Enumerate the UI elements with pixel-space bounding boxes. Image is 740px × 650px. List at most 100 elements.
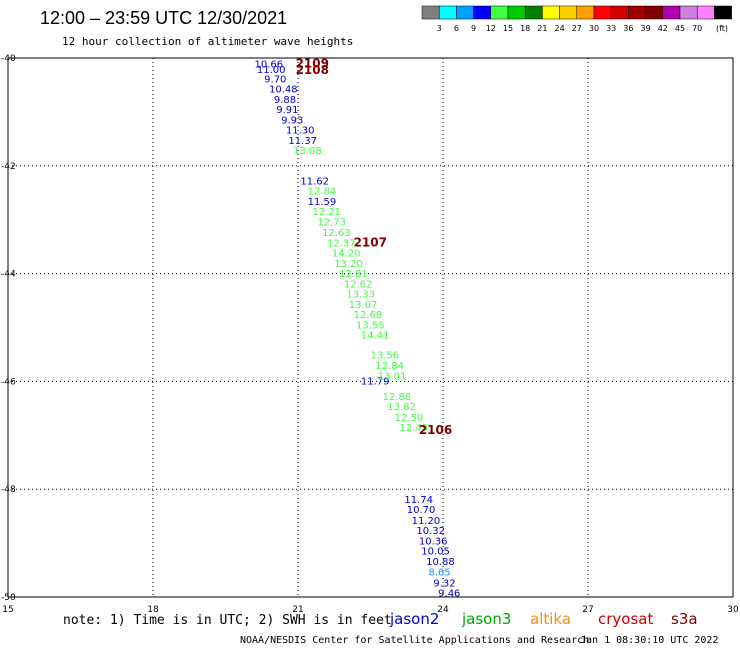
wave-height-label: 13.56 [371, 350, 400, 361]
credit-text: NOAA/NESDIS Center for Satellite Applica… [240, 635, 589, 646]
wave-height-label: 10.66 [255, 59, 284, 70]
wave-height-label: 12.49 [400, 423, 429, 434]
color-scale-label: 3 [437, 24, 442, 33]
wave-height-label: 9.32 [433, 578, 455, 589]
color-scale-swatch [576, 5, 595, 20]
plot-area [7, 57, 734, 598]
wave-height-label: 9.91 [276, 105, 298, 116]
color-scale-swatch [696, 5, 715, 20]
y-tick-label: -44 [1, 270, 16, 280]
wave-height-label: 8.65 [429, 568, 451, 579]
pass-id-label: 2106 [419, 423, 452, 437]
color-scale-swatch [456, 5, 474, 20]
wave-height-label: 11.79 [361, 376, 390, 387]
wave-height-label: 11.62 [300, 176, 329, 187]
chart-subtitle: 12 hour collection of altimeter wave hei… [62, 35, 353, 48]
x-tick-label: 24 [437, 605, 449, 615]
y-tick-label: -42 [1, 162, 16, 172]
color-scale-swatch [714, 5, 732, 20]
wave-height-label: 10.32 [416, 526, 445, 537]
color-scale-label: 6 [454, 24, 459, 33]
y-axis-ticks: -40 -42 -44 -46 -48 -50 [1, 54, 16, 603]
y-tick-label: -50 [1, 593, 16, 603]
wave-height-label: 11.30 [286, 126, 315, 137]
x-tick-label: 27 [582, 605, 593, 615]
color-scale-swatch [524, 5, 543, 20]
color-scale-unit: (ft) [716, 24, 728, 33]
wave-height-label: 11.37 [288, 136, 317, 147]
color-scale-swatch [645, 5, 664, 20]
wave-height-label: 13.33 [346, 290, 375, 301]
legend-jason3: jason3 [461, 610, 511, 628]
color-scale-swatch [438, 5, 457, 20]
wave-height-label: 12.81 [339, 269, 368, 280]
wave-height-label: 12.84 [308, 187, 337, 198]
color-scale-label: 15 [503, 24, 513, 33]
wave-height-label: 13.55 [356, 320, 385, 331]
color-scale-label: 70 [692, 24, 702, 33]
data-points: 10.6611.009.7010.489.889.919.9311.3011.3… [255, 56, 461, 599]
color-scale-swatch [610, 5, 629, 20]
wave-height-label: 12.50 [395, 413, 424, 424]
color-scale-swatch [559, 5, 578, 20]
x-axis-ticks: 15 18 21 24 27 30 [2, 605, 739, 615]
chart-title: 12:00 – 23:59 UTC 12/30/2021 [40, 8, 287, 28]
wave-height-label: 9.93 [281, 115, 303, 126]
color-scale-swatch [473, 5, 492, 20]
wave-height-label: 10.36 [419, 536, 448, 547]
color-scale-label: 30 [589, 24, 599, 33]
wave-height-label: 13.01 [378, 371, 407, 382]
wave-height-label: 9.88 [274, 95, 296, 106]
color-scale-label: 9 [471, 24, 476, 33]
color-scale-swatch [507, 5, 526, 20]
wave-height-label: 14.20 [332, 249, 361, 260]
wave-height-label: 10.70 [407, 505, 436, 516]
color-scale-label: 39 [641, 24, 651, 33]
color-scale-label: 18 [520, 24, 530, 33]
x-tick-label: 18 [147, 605, 159, 615]
legend-altika: altika [530, 610, 571, 628]
color-scale-label: 42 [658, 24, 668, 33]
color-scale-label: 21 [537, 24, 547, 33]
color-scale-swatch [679, 5, 698, 20]
color-scale-swatch [628, 5, 646, 20]
color-scale-label: 27 [572, 24, 582, 33]
x-tick-label: 21 [292, 605, 303, 615]
wave-height-label: 13.07 [349, 300, 378, 311]
color-scale-label: 45 [675, 24, 685, 33]
x-tick-label: 30 [727, 605, 739, 615]
color-scale-swatch [662, 5, 681, 20]
grid [8, 58, 733, 597]
wave-height-label: 10.05 [421, 547, 450, 558]
color-scale-swatch [490, 5, 509, 20]
pass-id-label: 2109 [296, 56, 329, 70]
wave-height-label: 11.59 [308, 197, 337, 208]
wave-height-label: 12.73 [317, 217, 346, 228]
y-tick-label: -48 [1, 485, 16, 495]
color-scale-label: 36 [623, 24, 633, 33]
color-scale-label: 12 [486, 24, 496, 33]
color-scale-swatch [421, 5, 440, 20]
wave-height-label: 12.37 [327, 238, 356, 249]
legend-s3a: s3a [671, 610, 698, 628]
y-tick-label: -40 [1, 54, 16, 64]
wave-height-label: 12.63 [322, 228, 351, 239]
wave-height-label: 11.74 [404, 495, 433, 506]
legend-jason2: jason2 [389, 610, 439, 628]
wave-height-label: 9.70 [264, 74, 286, 85]
satellite-legend: jason2 jason3 altika cryosat s3a [389, 610, 698, 628]
color-scale-label: 33 [606, 24, 616, 33]
wave-height-label: 11.00 [257, 65, 286, 76]
y-tick-label: -46 [1, 377, 16, 387]
footnote: note: 1) Time is in UTC; 2) SWH is in fe… [63, 613, 392, 628]
x-tick-label: 15 [2, 605, 13, 615]
pass-id-label: 2108 [296, 63, 329, 77]
color-scale-swatch [542, 5, 560, 20]
pass-id-label: 2107 [354, 235, 387, 249]
color-scale-label: 24 [555, 24, 565, 33]
wave-height-label: 12.68 [354, 310, 383, 321]
wave-height-label: 13.20 [334, 259, 363, 270]
wave-height-label: 13.82 [387, 402, 416, 413]
